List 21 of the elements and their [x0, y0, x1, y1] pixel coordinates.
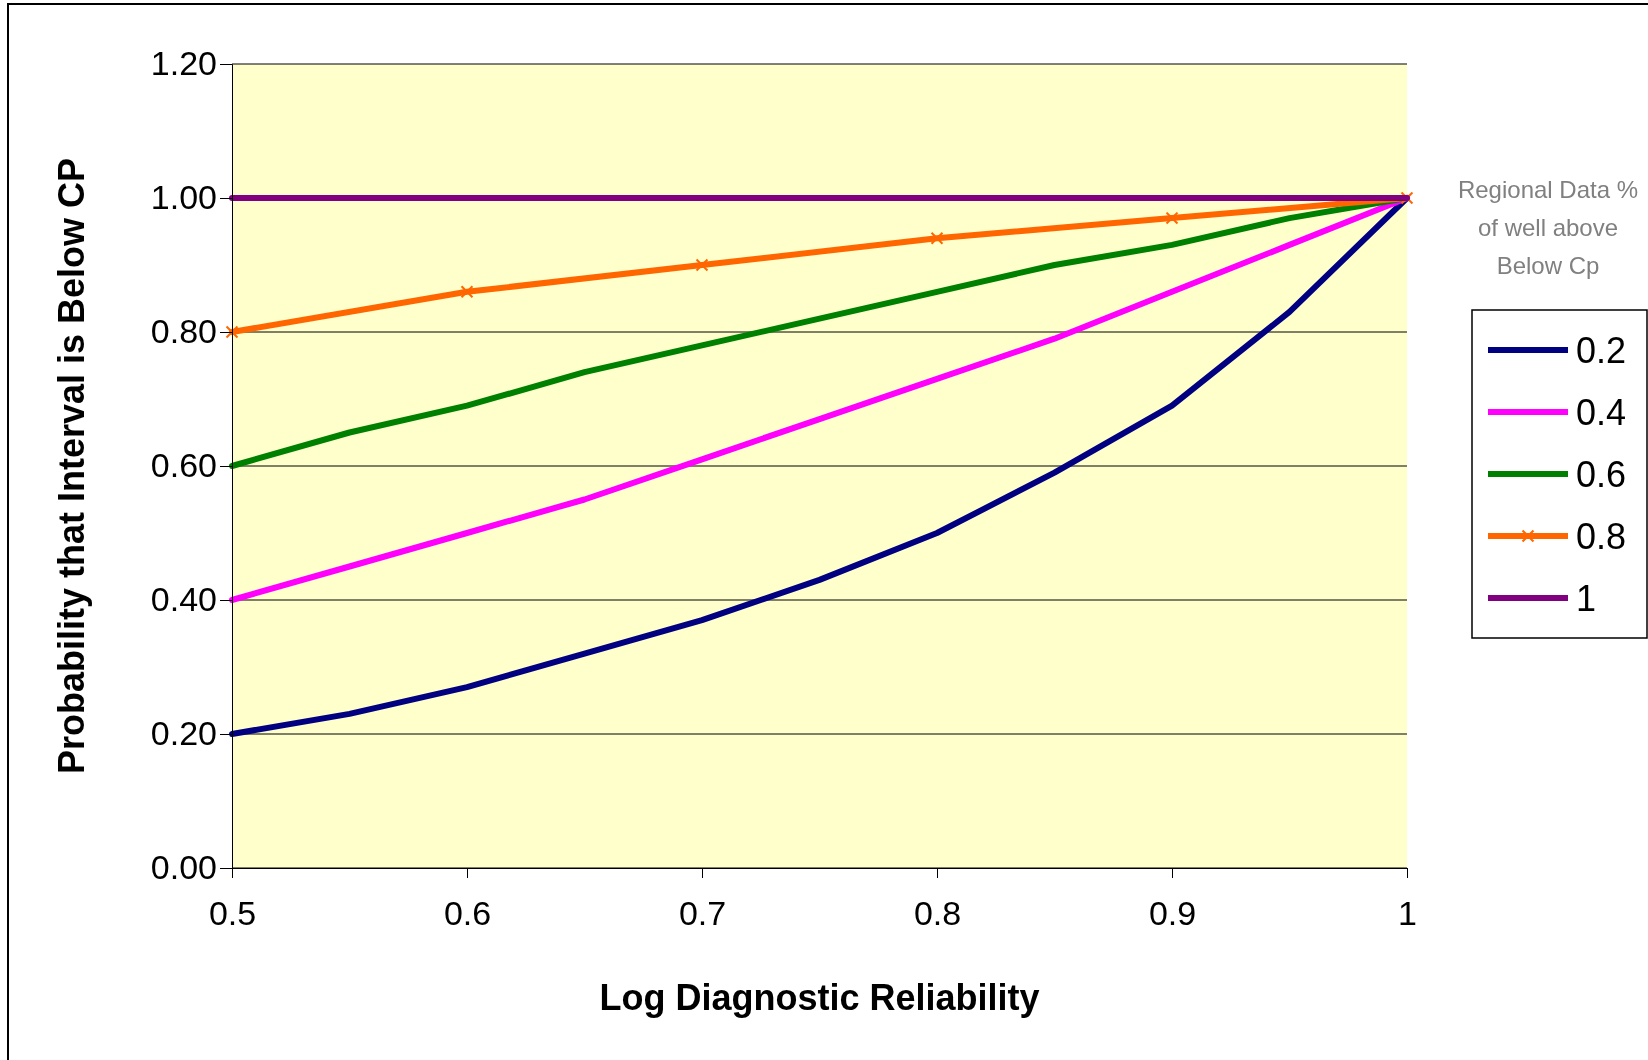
y-tick-label: 0.00	[150, 848, 217, 887]
legend-label: 0.4	[1576, 392, 1627, 433]
legend-label: 1	[1576, 578, 1597, 619]
y-tick-label: 1.20	[150, 44, 217, 83]
x-tick-label: 0.5	[208, 894, 257, 933]
legend-title: Regional Data % of well above Below Cp	[1457, 176, 1639, 279]
y-tick-label: 0.80	[150, 312, 217, 351]
x-tick-label: 0.8	[913, 894, 962, 933]
x-tick-label: 0.9	[1148, 894, 1197, 933]
y-axis-title: Probability that Interval is Below CP	[51, 157, 92, 775]
y-tick-label: 1.00	[150, 178, 217, 217]
legend-label: 0.6	[1576, 454, 1627, 495]
legend-label: 0.8	[1576, 516, 1627, 557]
y-tick-label: 0.20	[150, 714, 217, 753]
y-tick-label: 0.40	[150, 580, 217, 619]
x-axis-title: Log Diagnostic Reliability	[599, 977, 1040, 1018]
x-tick-label: 0.7	[678, 894, 727, 933]
x-tick-label: 0.6	[443, 894, 492, 933]
legend-label: 0.2	[1576, 330, 1627, 371]
y-tick-label: 0.60	[150, 446, 217, 485]
x-tick-label: 1	[1398, 894, 1417, 933]
